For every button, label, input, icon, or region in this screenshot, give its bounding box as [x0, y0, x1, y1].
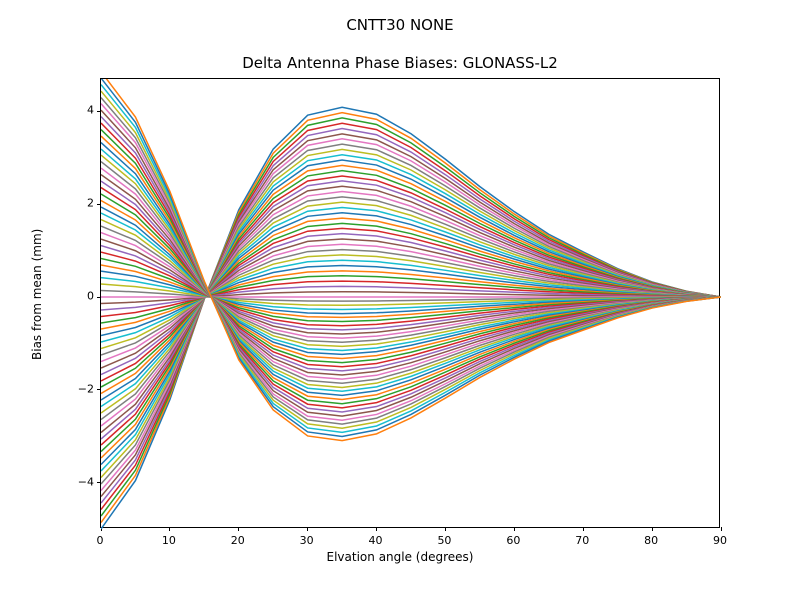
- series-line: [101, 91, 721, 428]
- x-tick-label: 50: [437, 534, 451, 547]
- y-tick-label: 4: [72, 104, 94, 117]
- y-tick-label: −4: [72, 475, 94, 488]
- x-tick-label: 0: [97, 534, 104, 547]
- x-tick-label: 30: [300, 534, 314, 547]
- axes-title: Delta Antenna Phase Biases: GLONASS-L2: [0, 54, 800, 72]
- x-tick-label: 60: [506, 534, 520, 547]
- x-tick-label: 70: [575, 534, 589, 547]
- series-line: [101, 136, 721, 399]
- y-axis-label: Bias from mean (mm): [30, 229, 44, 360]
- figure-suptitle: CNTT30 NONE: [0, 16, 800, 34]
- x-tick-label: 80: [644, 534, 658, 547]
- plot-area: [100, 78, 720, 528]
- y-tick-label: 2: [72, 197, 94, 210]
- x-tick-label: 20: [231, 534, 245, 547]
- x-tick-label: 90: [713, 534, 727, 547]
- x-tick-label: 40: [369, 534, 383, 547]
- x-axis-label: Elvation angle (degrees): [0, 550, 800, 564]
- y-tick-label: 0: [72, 290, 94, 303]
- y-tick-label: −2: [72, 382, 94, 395]
- x-tick-label: 10: [162, 534, 176, 547]
- series-line: [101, 143, 721, 396]
- series-lines: [101, 79, 721, 529]
